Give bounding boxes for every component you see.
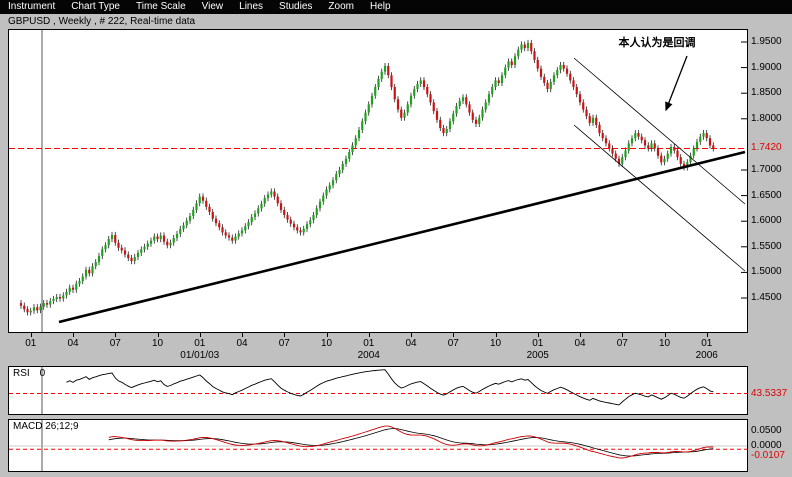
trendline: [58, 150, 746, 324]
month-label: 01: [194, 338, 206, 349]
x-tick: [622, 333, 624, 337]
menu-item-zoom[interactable]: Zoom: [328, 1, 354, 12]
month-label: 07: [109, 338, 121, 349]
menu-item-instrument[interactable]: Instrument: [8, 1, 56, 12]
price-label-1.6500: 1.6500: [751, 189, 782, 201]
macd-label: MACD 26;12;9: [13, 421, 79, 432]
price-label-1.9500: 1.9500: [751, 35, 782, 47]
x-tick: [326, 333, 328, 337]
candlestick-chart[interactable]: 本人认为是回调: [9, 30, 747, 332]
macd-chart[interactable]: [9, 420, 747, 471]
month-label: 04: [67, 338, 79, 349]
month-label: 01: [532, 338, 544, 349]
menu-item-chart-type[interactable]: Chart Type: [71, 1, 120, 12]
year-label-2004: 2004: [357, 350, 380, 361]
menu-item-help[interactable]: Help: [369, 1, 391, 12]
menu-item-studies[interactable]: Studies: [279, 1, 313, 12]
macd-line: [108, 425, 714, 459]
x-tick: [73, 333, 74, 337]
price-label-1.5000: 1.5000: [751, 266, 782, 278]
macd-signal-line: [108, 428, 714, 457]
rsi-label: RSI 0: [13, 368, 46, 379]
x-tick: [495, 333, 497, 337]
month-label: 04: [236, 338, 248, 349]
x-tick: [706, 333, 708, 337]
rsi-current-value: 43.5337: [751, 387, 788, 399]
price-label-1.5500: 1.5500: [751, 240, 782, 252]
month-label: 01: [701, 338, 713, 349]
x-tick: [537, 333, 539, 337]
year-label-01/01/03: 01/01/03: [180, 350, 220, 361]
annotation-text: 本人认为是回调: [619, 35, 696, 49]
price-label-1.6000: 1.6000: [751, 215, 782, 227]
channel-line-lower: [573, 124, 746, 272]
rsi-chart[interactable]: [9, 367, 747, 414]
annotation-arrow: [665, 55, 688, 112]
rsi-panel[interactable]: RSI 0: [8, 366, 748, 415]
menu-item-time-scale[interactable]: Time Scale: [135, 1, 186, 12]
month-label: 10: [151, 338, 164, 349]
macd-panel[interactable]: MACD 26;12;9: [8, 419, 748, 472]
menu-item-lines[interactable]: Lines: [239, 1, 264, 12]
month-label: 01: [25, 338, 37, 349]
macd-axis-label-0.0500: 0.0500: [751, 425, 782, 436]
x-tick: [157, 333, 159, 337]
x-tick: [580, 333, 581, 337]
month-label: 01: [363, 338, 375, 349]
rsi-line: [66, 369, 714, 406]
x-tick: [284, 333, 286, 337]
month-label: 04: [405, 338, 417, 349]
price-label-1.4500: 1.4500: [751, 291, 782, 303]
month-label: 10: [658, 338, 671, 349]
x-tick: [115, 333, 117, 337]
x-tick: [664, 333, 666, 337]
price-label-1.9000: 1.9000: [751, 61, 782, 73]
x-tick: [199, 333, 201, 337]
month-label: 07: [447, 338, 459, 349]
price-label-1.7000: 1.7000: [751, 163, 782, 175]
x-tick: [453, 333, 455, 337]
month-label: 07: [278, 338, 290, 349]
chart-title-bar: GBPUSD , Weekly , # 222, Real-time data: [0, 14, 792, 29]
menu-bar: Instrument Chart Type Time Scale View Lines S…: [0, 0, 792, 14]
x-tick: [242, 333, 243, 337]
month-label: 04: [574, 338, 586, 349]
x-tick: [411, 333, 412, 337]
month-label: 07: [616, 338, 628, 349]
price-label-1.8000: 1.8000: [751, 112, 782, 124]
macd-axis-label-0.0000: 0.0000: [751, 440, 782, 451]
month-label: 10: [320, 338, 333, 349]
x-tick: [30, 333, 32, 337]
price-chart-panel[interactable]: 本人认为是回调: [8, 29, 748, 333]
year-label-2006: 2006: [695, 350, 718, 361]
month-label: 10: [489, 338, 502, 349]
price-label-1.8500: 1.8500: [751, 87, 782, 99]
menu-item-view[interactable]: View: [201, 1, 224, 12]
year-label-2005: 2005: [526, 350, 549, 361]
x-tick: [368, 333, 370, 337]
channel-line-upper: [573, 57, 746, 205]
current-price-label: 1.7420: [751, 142, 782, 154]
macd-current-value: -0.0107: [751, 450, 785, 461]
chart-title: GBPUSD , Weekly , # 222, Real-time data: [8, 16, 196, 27]
